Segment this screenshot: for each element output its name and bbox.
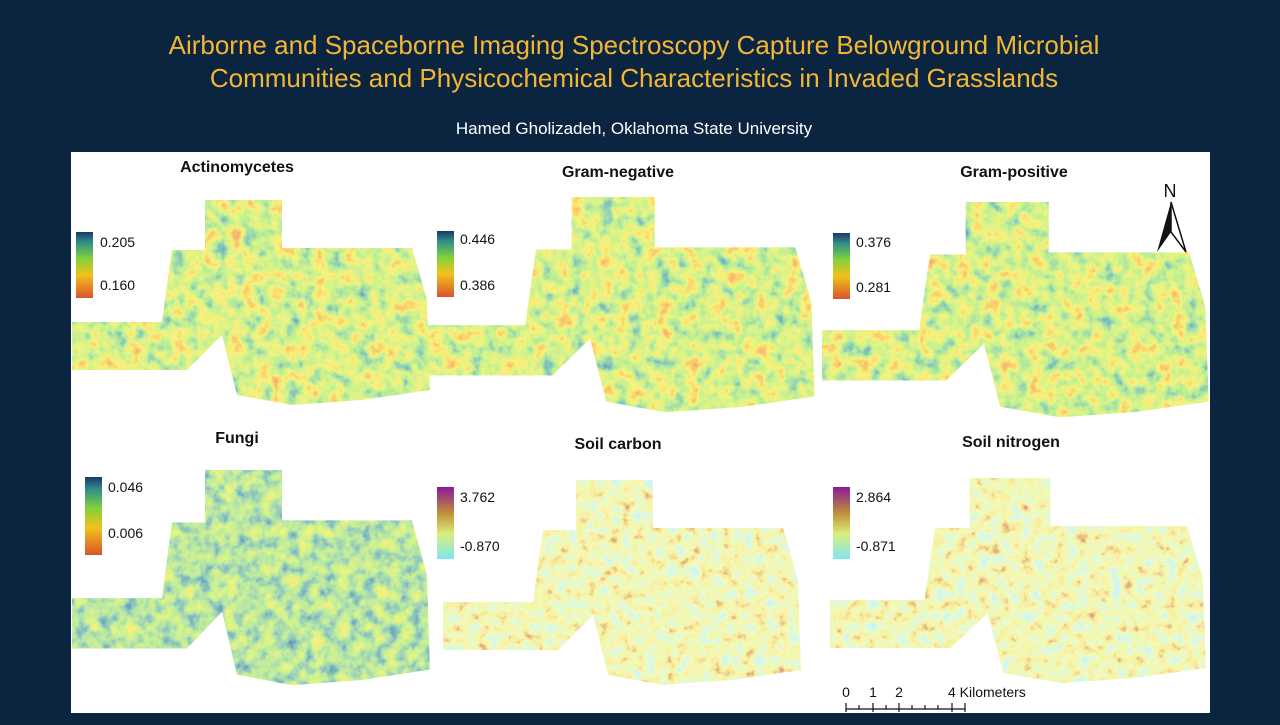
legend-min: 0.281 — [856, 279, 891, 295]
panel-title: Soil carbon — [574, 436, 661, 453]
legend-ramp — [437, 231, 454, 297]
legend-ramp — [437, 487, 454, 559]
legend-max: 3.762 — [460, 489, 495, 505]
legend-max: 0.376 — [856, 234, 891, 250]
legend-min: -0.870 — [460, 538, 500, 554]
legend-min: 0.386 — [460, 277, 495, 293]
legend-max: 0.446 — [460, 231, 495, 247]
title-line: Communities and Physicochemical Characte… — [210, 63, 1058, 93]
panel-title: Fungi — [215, 430, 259, 447]
north-arrow — [1157, 202, 1171, 252]
legend-ramp — [833, 233, 850, 299]
north-arrow — [1170, 201, 1187, 253]
panel-title: Actinomycetes — [180, 159, 294, 176]
panel-title: Gram-negative — [562, 164, 674, 181]
scale-label: 2 — [895, 684, 903, 700]
legend-ramp — [833, 487, 850, 559]
legend-min: 0.006 — [108, 525, 143, 541]
author: Hamed Gholizadeh, Oklahoma State Univers… — [456, 119, 813, 138]
legend-min: 0.160 — [100, 277, 135, 293]
scale-label: 4 Kilometers — [948, 684, 1026, 700]
legend-ramp — [85, 477, 102, 555]
panel-title: Gram-positive — [960, 164, 1068, 181]
legend-max: 2.864 — [856, 489, 891, 505]
scale-bar — [845, 703, 966, 712]
title-line: Airborne and Spaceborne Imaging Spectros… — [169, 30, 1100, 60]
legend-max: 0.205 — [100, 234, 135, 250]
legend-ramp — [76, 232, 93, 298]
panel-title: Soil nitrogen — [962, 434, 1060, 451]
legend-min: -0.871 — [856, 538, 896, 554]
legend-max: 0.046 — [108, 479, 143, 495]
scale-label: 0 — [842, 684, 850, 700]
north-label: N — [1164, 181, 1177, 201]
scale-label: 1 — [869, 684, 877, 700]
